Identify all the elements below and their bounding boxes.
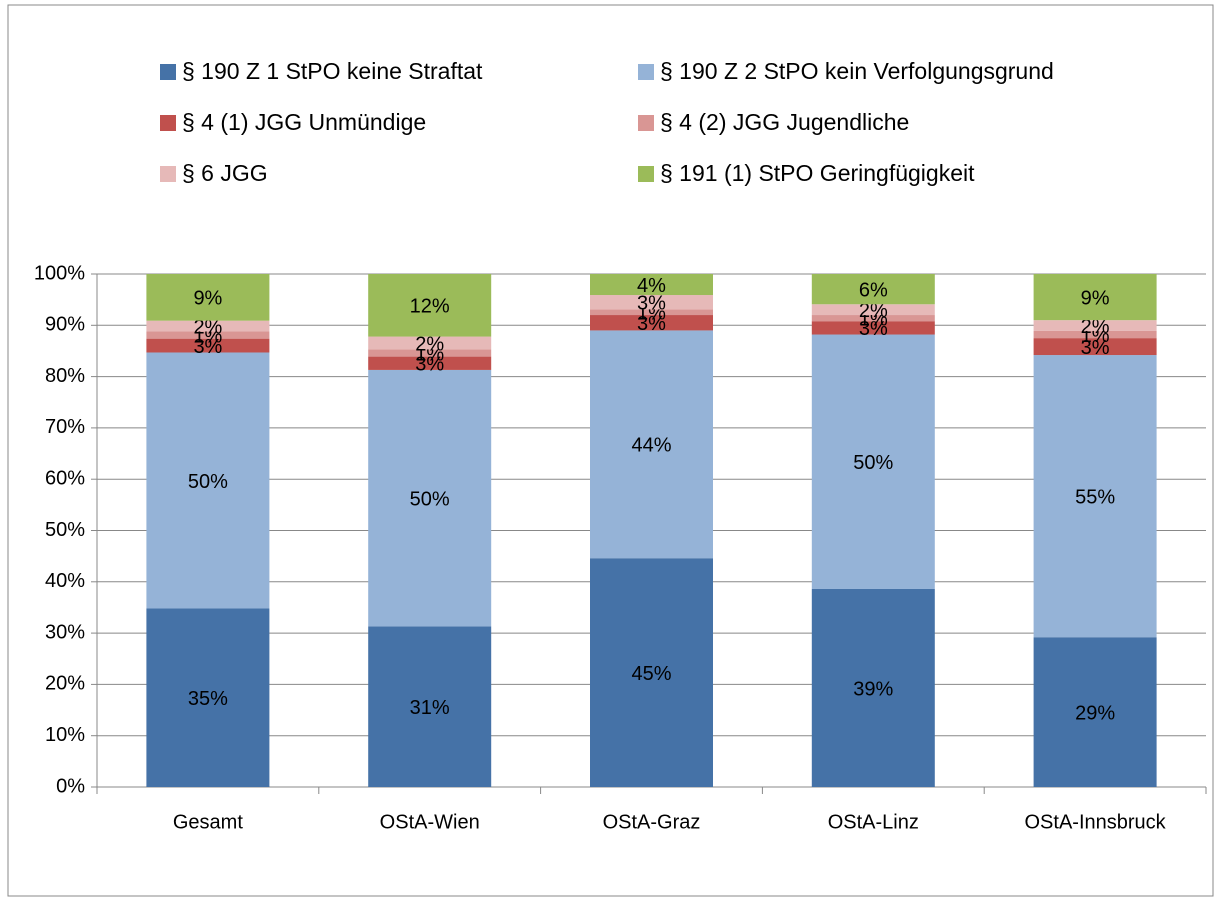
- data-label: 2%: [859, 300, 888, 322]
- data-label: 35%: [188, 688, 228, 710]
- data-label: 55%: [1075, 486, 1115, 508]
- legend-swatch: [160, 64, 176, 80]
- data-label: 3%: [637, 313, 666, 335]
- bar-segment: [368, 626, 492, 787]
- data-label: 3%: [1081, 337, 1110, 359]
- bar-segment: [368, 336, 492, 350]
- legend-label: § 4 (2) JGG Jugendliche: [660, 109, 909, 135]
- bar-segment: [1033, 320, 1157, 331]
- legend-label: § 190 Z 2 StPO kein Verfolgungsgrund: [660, 58, 1054, 84]
- data-label: 44%: [631, 435, 671, 457]
- y-tick-label: 30%: [45, 621, 85, 643]
- x-tick-label: OStA-Graz: [603, 811, 701, 833]
- bar-segment: [811, 315, 935, 322]
- x-tick-label: OStA-Innsbruck: [1025, 811, 1167, 833]
- bar-segment: [590, 309, 713, 316]
- data-label: 12%: [410, 296, 450, 318]
- y-tick-label: 50%: [45, 519, 85, 541]
- bar-segment: [811, 321, 935, 335]
- bar-segment: [368, 349, 492, 357]
- legend-label: § 4 (1) JGG Unmündige: [182, 109, 426, 135]
- bar-segment: [368, 356, 492, 370]
- data-label: 2%: [415, 333, 444, 355]
- data-label: 3%: [637, 292, 666, 314]
- bar-segment: [811, 304, 935, 316]
- data-label: 6%: [859, 279, 888, 301]
- y-tick-label: 40%: [45, 570, 85, 592]
- bar-segment: [146, 320, 270, 332]
- bar-segment: [1033, 338, 1157, 356]
- data-label: 2%: [193, 316, 222, 338]
- data-label: 39%: [853, 678, 893, 700]
- legend-swatch: [160, 115, 176, 131]
- data-label: 9%: [1081, 287, 1110, 309]
- data-label: 31%: [410, 697, 450, 719]
- y-tick-label: 90%: [45, 314, 85, 336]
- bar-segment: [811, 334, 935, 589]
- bar-segment: [811, 588, 935, 787]
- data-label: 9%: [193, 288, 222, 310]
- y-tick-label: 20%: [45, 673, 85, 695]
- y-tick-label: 80%: [45, 365, 85, 387]
- bar-segment: [590, 274, 713, 296]
- bar-segment: [590, 558, 713, 787]
- legend-swatch: [638, 115, 654, 131]
- legend-label: § 190 Z 1 StPO keine Straftat: [182, 58, 483, 84]
- bar-segment: [590, 295, 713, 310]
- data-label: 50%: [410, 488, 450, 510]
- chart-border: [7, 4, 1214, 897]
- bar-segment: [146, 331, 270, 339]
- bar-segment: [1033, 330, 1157, 339]
- bar-segment: [1033, 355, 1157, 638]
- legend-label: § 191 (1) StPO Geringfügigkeit: [660, 160, 975, 186]
- y-tick-label: 100%: [34, 262, 85, 284]
- bar-segment: [146, 608, 270, 787]
- bar-segment: [1033, 274, 1157, 321]
- legend-label: § 6 JGG: [182, 160, 268, 186]
- bar-segment: [590, 315, 713, 331]
- bar-segment: [811, 274, 935, 305]
- y-tick-label: 10%: [45, 724, 85, 746]
- y-tick-label: 70%: [45, 416, 85, 438]
- data-label: 3%: [193, 336, 222, 358]
- legend-swatch: [160, 166, 176, 182]
- data-label: 45%: [631, 663, 671, 685]
- data-label: 3%: [415, 354, 444, 376]
- legend-swatch: [638, 166, 654, 182]
- x-tick-label: Gesamt: [173, 811, 243, 833]
- bar-segment: [1033, 637, 1157, 787]
- data-label: 29%: [1075, 702, 1115, 724]
- x-tick-label: OStA-Linz: [828, 811, 919, 833]
- legend-swatch: [638, 64, 654, 80]
- bar-segment: [146, 352, 270, 609]
- y-tick-label: 60%: [45, 467, 85, 489]
- data-label: 2%: [1081, 316, 1110, 338]
- bar-segment: [368, 369, 492, 627]
- data-label: 3%: [859, 318, 888, 340]
- data-label: 4%: [637, 275, 666, 297]
- y-tick-label: 0%: [56, 775, 85, 797]
- bar-segment: [146, 274, 270, 321]
- bar-segment: [146, 338, 270, 353]
- data-label: 50%: [853, 452, 893, 474]
- x-tick-label: OStA-Wien: [380, 811, 480, 833]
- data-label: 50%: [188, 471, 228, 493]
- bar-segment: [590, 330, 713, 559]
- bar-segment: [368, 274, 492, 337]
